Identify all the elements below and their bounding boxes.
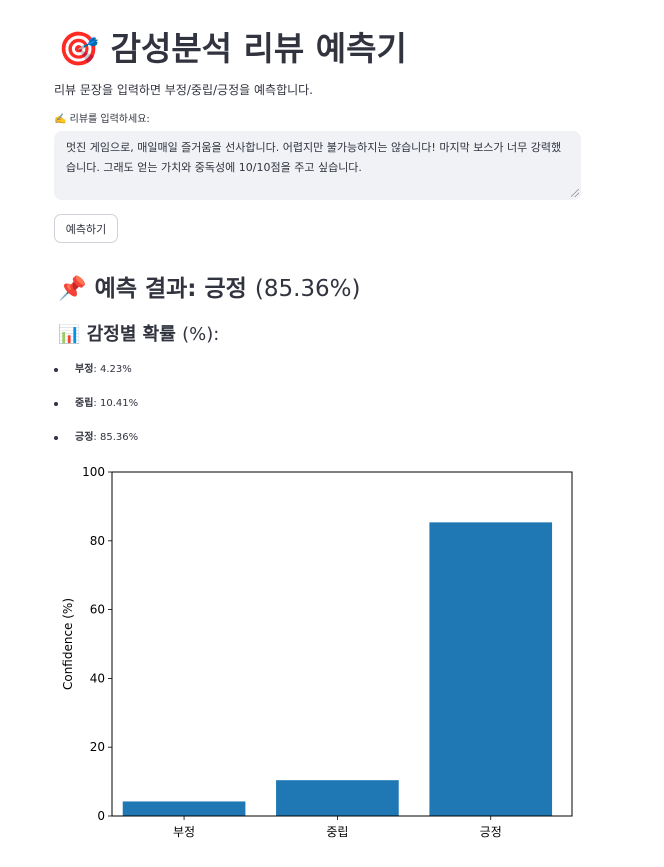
probability-heading: 📊 감정별 확률 (%): bbox=[58, 320, 219, 346]
sentiment-name: 긍정 bbox=[75, 432, 94, 443]
chart-bar bbox=[276, 780, 399, 816]
sentiment-value: 4.23% bbox=[99, 364, 132, 375]
probability-heading-text: 감정별 확률 bbox=[86, 324, 176, 345]
pushpin-icon: 📌 bbox=[58, 276, 87, 302]
y-axis-label: Confidence (%) bbox=[61, 598, 75, 690]
sentiment-value: 10.41% bbox=[99, 398, 139, 409]
page-subtitle: 리뷰 문장을 입력하면 부정/중립/긍정을 예측합니다. bbox=[54, 83, 313, 97]
bar-chart-icon: 📊 bbox=[58, 324, 81, 345]
x-tick-label: 중립 bbox=[326, 825, 348, 839]
probability-heading-unit: (%): bbox=[182, 324, 220, 345]
prediction-result-percent: (85.36%) bbox=[254, 276, 361, 302]
y-tick-label: 100 bbox=[82, 465, 105, 479]
y-tick-label: 0 bbox=[97, 809, 105, 823]
sentiment-name: 중립 bbox=[75, 398, 94, 409]
review-textarea[interactable]: 멋진 게임으로, 매일매일 즐거움을 선사합니다. 어렵지만 불가능하지는 않습… bbox=[54, 131, 581, 200]
prediction-result-heading: 📌 예측 결과: 긍정 (85.36%) bbox=[58, 269, 361, 303]
chart-bar bbox=[122, 801, 246, 816]
target-icon: 🎯 bbox=[58, 29, 100, 68]
prediction-result-label: 예측 결과: 긍정 bbox=[94, 276, 247, 302]
bullet-dot-icon bbox=[54, 402, 58, 406]
bullet-dot-icon bbox=[54, 368, 58, 372]
page-title-text: 감성분석 리뷰 예측기 bbox=[110, 29, 407, 68]
y-tick-label: 40 bbox=[90, 671, 105, 685]
chart-bar bbox=[429, 522, 553, 816]
page-title: 🎯 감성분석 리뷰 예측기 bbox=[58, 22, 407, 70]
y-tick-label: 20 bbox=[90, 740, 105, 754]
x-tick-label: 부정 bbox=[173, 825, 195, 839]
textarea-resize-handle[interactable] bbox=[571, 189, 579, 197]
predict-button[interactable]: 예측하기 bbox=[54, 214, 118, 243]
x-tick-label: 긍정 bbox=[480, 825, 502, 839]
bullet-dot-icon bbox=[54, 436, 58, 440]
review-input-label: ✍️ 리뷰를 입력하세요: bbox=[54, 114, 150, 125]
confidence-bar-chart: 부정 중립 긍정 0 20 40 60 80 100 Confidence (%) bbox=[61, 465, 573, 839]
sentiment-value: 85.36% bbox=[99, 432, 139, 443]
sentiment-name: 부정 bbox=[75, 364, 94, 375]
y-tick-label: 80 bbox=[90, 534, 105, 548]
y-tick-label: 60 bbox=[90, 603, 105, 617]
plot-frame bbox=[111, 471, 573, 817]
